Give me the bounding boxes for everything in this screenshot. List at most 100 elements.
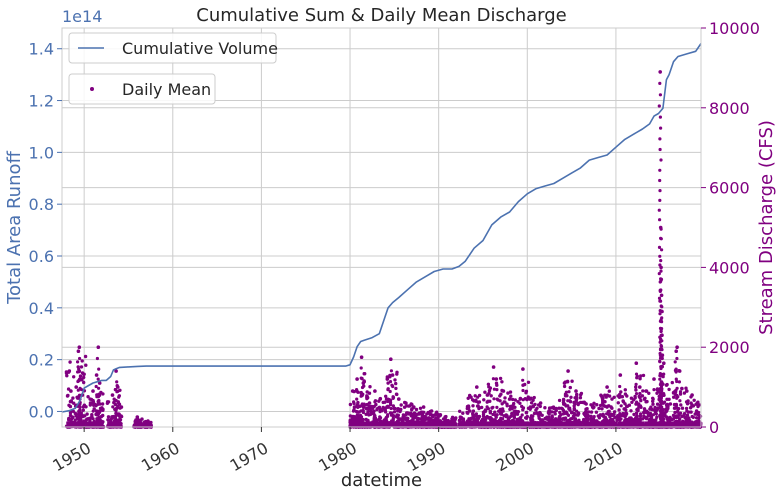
daily-mean-point (119, 422, 123, 426)
daily-mean-point (562, 384, 567, 389)
daily-mean-point (69, 389, 73, 393)
daily-mean-point (486, 382, 491, 386)
daily-mean-point (499, 392, 503, 396)
daily-mean-point (92, 422, 96, 426)
daily-mean-point (524, 416, 529, 420)
x-tick-label: 2010 (581, 438, 626, 475)
daily-mean-point (146, 419, 150, 423)
daily-mean-point (518, 397, 522, 401)
daily-mean-point (659, 259, 663, 263)
daily-mean-point (450, 424, 454, 428)
right-y-tick-label: 0 (709, 418, 719, 437)
daily-mean-base-band (467, 421, 476, 427)
daily-mean-point (649, 405, 653, 409)
daily-mean-point (98, 406, 103, 411)
daily-mean-point (421, 410, 426, 414)
daily-mean-point (566, 380, 570, 384)
daily-mean-point (494, 423, 499, 427)
daily-mean-point (391, 423, 395, 427)
daily-mean-point (404, 401, 408, 405)
daily-mean-point (568, 385, 572, 390)
daily-mean-point (557, 398, 562, 403)
daily-mean-point (74, 385, 78, 389)
daily-mean-point (373, 417, 377, 421)
daily-mean-point (670, 380, 674, 385)
daily-mean-point (661, 375, 665, 379)
daily-mean-point (684, 386, 688, 390)
daily-mean-point (598, 413, 602, 417)
daily-mean-point (492, 387, 496, 391)
daily-mean-point (396, 416, 400, 420)
daily-mean-point (659, 396, 664, 400)
daily-mean-point (379, 416, 383, 420)
daily-mean-point (501, 389, 506, 393)
daily-mean-point (386, 397, 390, 401)
daily-mean-point (607, 389, 611, 393)
daily-mean-point (368, 421, 372, 425)
daily-mean-point (674, 402, 679, 406)
daily-mean-point (655, 415, 659, 419)
daily-mean-point (503, 396, 507, 400)
daily-mean-point (605, 412, 609, 416)
daily-mean-point (485, 405, 489, 409)
daily-mean-point (351, 417, 355, 421)
daily-mean-point (558, 410, 562, 415)
daily-mean-point (660, 405, 664, 409)
daily-mean-point (535, 411, 539, 415)
daily-mean-point (105, 401, 110, 405)
daily-mean-point (659, 398, 663, 402)
daily-mean-base-band (359, 421, 371, 427)
daily-mean-point (551, 418, 555, 422)
daily-mean-point (642, 407, 647, 411)
daily-mean-point (658, 81, 662, 85)
daily-mean-point (389, 369, 393, 373)
daily-mean-point (431, 414, 435, 418)
daily-mean-point (361, 417, 365, 421)
daily-mean-point (459, 417, 463, 421)
daily-mean-point (386, 413, 390, 417)
daily-mean-point (77, 345, 82, 350)
daily-mean-point (675, 356, 679, 361)
daily-mean-point (628, 416, 632, 420)
daily-mean-point (388, 373, 392, 378)
daily-mean-point (518, 401, 522, 405)
daily-mean-point (78, 374, 83, 378)
daily-mean-point (691, 421, 695, 426)
daily-mean-point (389, 357, 393, 362)
daily-mean-point (618, 412, 622, 416)
daily-mean-point (352, 400, 356, 404)
daily-mean-point (374, 402, 378, 407)
daily-mean-point (491, 412, 495, 417)
daily-mean-point (508, 422, 513, 426)
daily-mean-point (81, 414, 85, 419)
daily-mean-point (634, 382, 638, 386)
daily-mean-base-band (529, 421, 538, 427)
daily-mean-point (76, 360, 80, 364)
daily-mean-point (638, 385, 642, 389)
daily-mean-point (505, 414, 509, 418)
daily-mean-point (673, 360, 677, 364)
daily-mean-point (390, 373, 395, 377)
daily-mean-point (82, 380, 86, 385)
daily-mean-base-band (679, 421, 689, 427)
daily-mean-point (659, 237, 663, 241)
left-y-tick-label: 0.2 (29, 351, 54, 370)
daily-mean-point (616, 401, 620, 405)
daily-mean-point (678, 399, 682, 403)
daily-mean-point (562, 381, 567, 385)
daily-mean-point (96, 420, 101, 424)
daily-mean-point (116, 404, 120, 408)
daily-mean-point (559, 406, 564, 410)
daily-mean-point (100, 402, 105, 406)
daily-mean-point (657, 272, 661, 276)
daily-mean-base-band (379, 421, 388, 427)
daily-mean-point (485, 414, 489, 419)
daily-mean-point (501, 422, 505, 426)
daily-mean-point (138, 418, 142, 423)
daily-mean-point (572, 406, 576, 411)
daily-mean-point (658, 70, 662, 74)
daily-mean-point (533, 402, 537, 407)
daily-mean-base-band (644, 421, 654, 427)
daily-mean-point (634, 392, 639, 396)
daily-mean-base-band (520, 421, 530, 427)
